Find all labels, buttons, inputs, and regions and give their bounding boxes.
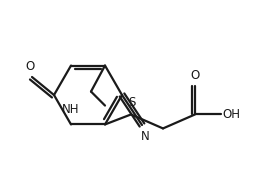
Text: O: O bbox=[25, 60, 35, 73]
Text: O: O bbox=[190, 69, 200, 83]
Text: N: N bbox=[141, 130, 149, 143]
Text: NH: NH bbox=[62, 103, 80, 116]
Text: S: S bbox=[128, 96, 136, 110]
Text: OH: OH bbox=[222, 108, 240, 121]
